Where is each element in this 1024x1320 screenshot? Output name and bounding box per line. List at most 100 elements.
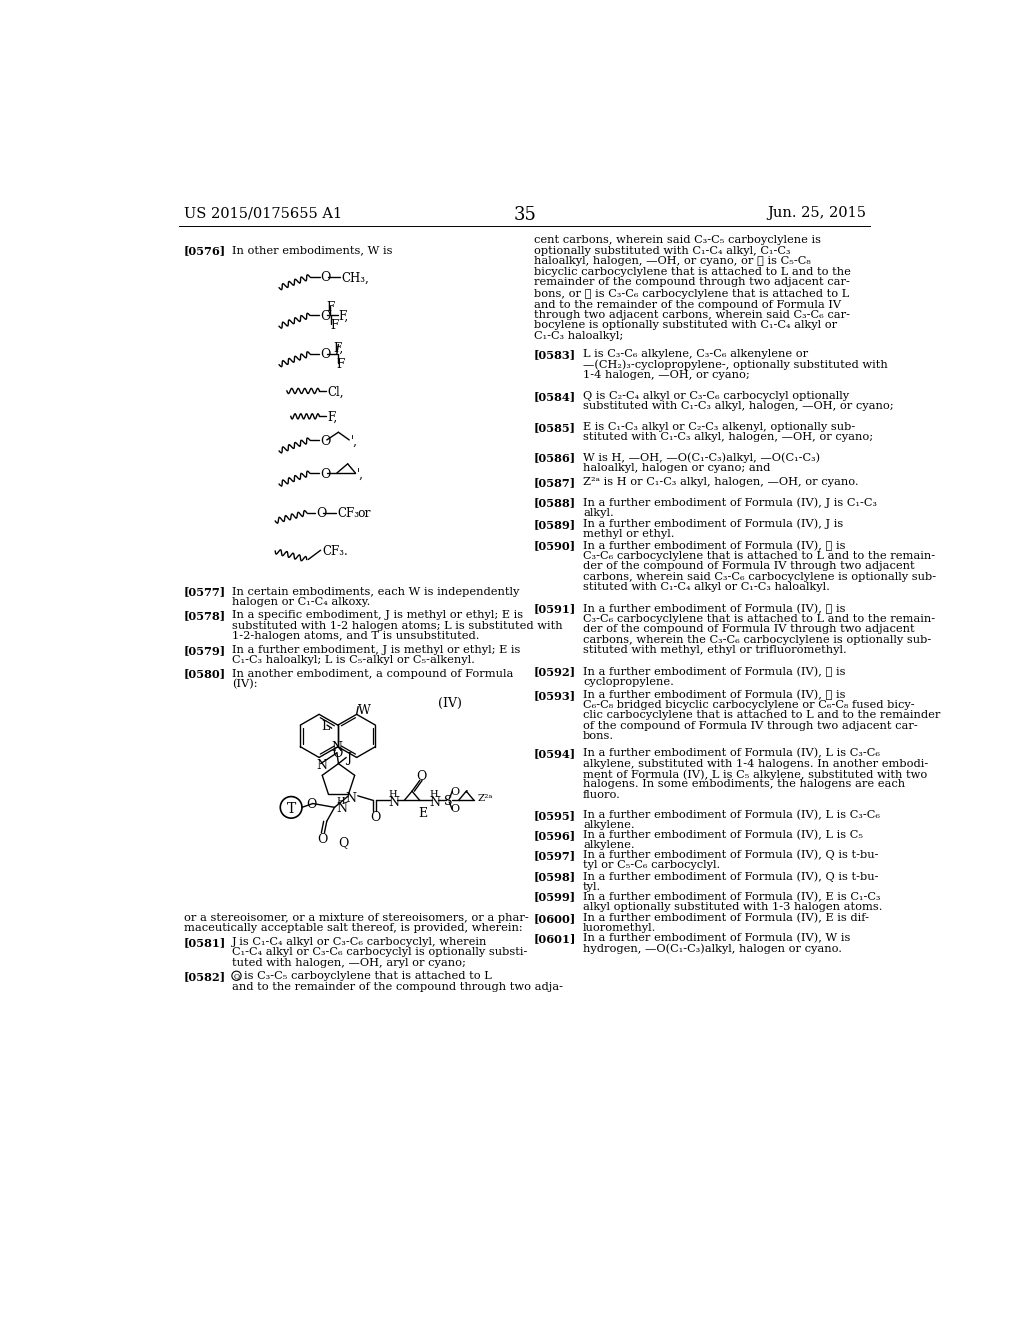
Text: Q is C₂-C₄ alkyl or C₃-C₆ carbocyclyl optionally: Q is C₂-C₄ alkyl or C₃-C₆ carbocyclyl op… (583, 391, 849, 401)
Text: J: J (346, 752, 351, 766)
Text: [0586]: [0586] (535, 453, 577, 463)
Text: alkylene.: alkylene. (583, 820, 635, 830)
Text: O: O (417, 770, 427, 783)
Text: or a stereoisomer, or a mixture of stereoisomers, or a phar-: or a stereoisomer, or a mixture of stere… (183, 913, 528, 923)
Text: ',: ', (357, 467, 364, 480)
Text: 35: 35 (513, 206, 537, 224)
Text: F: F (326, 301, 334, 314)
Text: In other embodiments, W is: In other embodiments, W is (231, 246, 392, 255)
Text: F: F (337, 358, 345, 371)
Text: In a further embodiment of Formula (IV), Ⓢ is: In a further embodiment of Formula (IV),… (583, 689, 846, 700)
Text: [0582]: [0582] (183, 972, 226, 982)
Text: halogen or C₁-C₄ alkoxy.: halogen or C₁-C₄ alkoxy. (231, 597, 371, 607)
Text: [0583]: [0583] (535, 350, 577, 360)
Text: bicyclic carbocyclylene that is attached to L and to the: bicyclic carbocyclylene that is attached… (535, 267, 851, 277)
Text: Q: Q (338, 837, 349, 850)
Text: luoromethyl.: luoromethyl. (583, 924, 656, 933)
Text: O: O (316, 507, 327, 520)
Text: and to the remainder of the compound of Formula IV: and to the remainder of the compound of … (535, 300, 842, 310)
Text: Z²ᵃ is H or C₁-C₃ alkyl, halogen, —OH, or cyano.: Z²ᵃ is H or C₁-C₃ alkyl, halogen, —OH, o… (583, 478, 858, 487)
Text: CF₃: CF₃ (338, 507, 359, 520)
Text: Q: Q (233, 972, 240, 979)
Text: In a further embodiment of Formula (IV), E is dif-: In a further embodiment of Formula (IV),… (583, 913, 869, 924)
Text: CH₃,: CH₃, (341, 272, 370, 284)
Text: alkyl.: alkyl. (583, 508, 613, 517)
Text: substituted with 1-2 halogen atoms; L is substituted with: substituted with 1-2 halogen atoms; L is… (231, 620, 562, 631)
Text: O: O (451, 804, 460, 813)
Text: [0593]: [0593] (535, 689, 577, 701)
Text: or: or (357, 507, 372, 520)
Text: T: T (287, 803, 296, 816)
Text: O: O (321, 272, 331, 284)
Text: tyl.: tyl. (583, 882, 601, 892)
Text: [0577]: [0577] (183, 586, 226, 598)
Text: alkyl optionally substituted with 1-3 halogen atoms.: alkyl optionally substituted with 1-3 ha… (583, 902, 883, 912)
Text: N: N (345, 792, 356, 805)
Text: In certain embodiments, each W is independently: In certain embodiments, each W is indepe… (231, 586, 519, 597)
Text: O: O (317, 833, 328, 846)
Text: [0579]: [0579] (183, 644, 226, 656)
Text: stituted with C₁-C₄ alkyl or C₁-C₃ haloalkyl.: stituted with C₁-C₄ alkyl or C₁-C₃ haloa… (583, 582, 829, 591)
Text: is C₃-C₅ carboyclylene that is attached to L: is C₃-C₅ carboyclylene that is attached … (245, 972, 492, 981)
Text: L: L (321, 721, 329, 734)
Text: [0599]: [0599] (535, 891, 577, 903)
Text: In a further embodiment of Formula (IV), L is C₃-C₆: In a further embodiment of Formula (IV),… (583, 810, 880, 820)
Text: N: N (429, 796, 440, 809)
Text: In a further embodiment of Formula (IV), Ⓢ is: In a further embodiment of Formula (IV),… (583, 603, 846, 614)
Text: C₁-C₄ alkyl or C₃-C₆ carbocyclyl is optionally substi-: C₁-C₄ alkyl or C₃-C₆ carbocyclyl is opti… (231, 948, 527, 957)
Text: [0600]: [0600] (535, 913, 577, 924)
Text: remainder of the compound through two adjacent car-: remainder of the compound through two ad… (535, 277, 850, 286)
Text: [0580]: [0580] (183, 668, 226, 680)
Text: tyl or C₅-C₆ carbocyclyl.: tyl or C₅-C₆ carbocyclyl. (583, 861, 720, 870)
Text: E is C₁-C₃ alkyl or C₂-C₃ alkenyl, optionally sub-: E is C₁-C₃ alkyl or C₂-C₃ alkenyl, optio… (583, 422, 855, 432)
Text: CF₃.: CF₃. (323, 545, 348, 558)
Text: N: N (336, 803, 347, 814)
Text: —(CH₂)₃-cyclopropylene-, optionally substituted with: —(CH₂)₃-cyclopropylene-, optionally subs… (583, 360, 888, 371)
Text: [0596]: [0596] (535, 830, 577, 841)
Text: In a further embodiment of Formula (IV), Ⓢ is: In a further embodiment of Formula (IV),… (583, 667, 846, 677)
Text: [0588]: [0588] (535, 498, 577, 508)
Text: US 2015/0175655 A1: US 2015/0175655 A1 (183, 206, 342, 220)
Text: stituted with methyl, ethyl or trifluoromethyl.: stituted with methyl, ethyl or trifluoro… (583, 645, 847, 655)
Text: ',: ', (351, 434, 357, 447)
Text: (IV): (IV) (438, 697, 462, 710)
Text: In a further embodiment of Formula (IV), L is C₅: In a further embodiment of Formula (IV),… (583, 830, 863, 841)
Text: W: W (358, 704, 371, 717)
Text: ,: , (465, 780, 469, 793)
Text: C₃-C₆ carbocyclylene that is attached to L and to the remain-: C₃-C₆ carbocyclylene that is attached to… (583, 614, 935, 624)
Text: In a further embodiment of Formula (IV), J is C₁-C₃: In a further embodiment of Formula (IV),… (583, 498, 877, 508)
Text: O: O (371, 812, 381, 824)
Text: F: F (330, 319, 338, 333)
Text: fluoro.: fluoro. (583, 789, 621, 800)
Text: [0592]: [0592] (535, 667, 577, 677)
Text: ment of Formula (IV), L is C₅ alkylene, substituted with two: ment of Formula (IV), L is C₅ alkylene, … (583, 770, 927, 780)
Text: substituted with C₁-C₃ alkyl, halogen, —OH, or cyano;: substituted with C₁-C₃ alkyl, halogen, —… (583, 401, 894, 412)
Text: In a specific embodiment, J is methyl or ethyl; E is: In a specific embodiment, J is methyl or… (231, 610, 523, 620)
Text: clic carbocyclylene that is attached to L and to the remainder: clic carbocyclylene that is attached to … (583, 710, 940, 721)
Text: [0578]: [0578] (183, 610, 226, 622)
Text: In a further embodiment of Formula (IV), L is C₃-C₆: In a further embodiment of Formula (IV),… (583, 748, 880, 759)
Text: In a further embodiment of Formula (IV), E is C₁-C₃: In a further embodiment of Formula (IV),… (583, 891, 881, 902)
Text: halogens. In some embodiments, the halogens are each: halogens. In some embodiments, the halog… (583, 779, 905, 789)
Text: F,: F, (338, 310, 348, 323)
Text: In a further embodiment of Formula (IV), Ⓢ is: In a further embodiment of Formula (IV),… (583, 540, 846, 550)
Text: [0591]: [0591] (535, 603, 577, 615)
Text: [0601]: [0601] (535, 933, 577, 944)
Text: O: O (319, 348, 330, 362)
Text: In a further embodiment, J is methyl or ethyl; E is: In a further embodiment, J is methyl or … (231, 644, 520, 655)
Text: cyclopropylene.: cyclopropylene. (583, 677, 674, 686)
Text: J is C₁-C₄ alkyl or C₃-C₆ carbocyclyl, wherein: J is C₁-C₄ alkyl or C₃-C₆ carbocyclyl, w… (231, 937, 487, 946)
Text: haloalkyl, halogen, —OH, or cyano, or Ⓢ is C₅-C₈: haloalkyl, halogen, —OH, or cyano, or Ⓢ … (535, 256, 811, 267)
Text: C₃-C₆ carbocyclylene that is attached to L and to the remain-: C₃-C₆ carbocyclylene that is attached to… (583, 550, 935, 561)
Text: 1-4 halogen, —OH, or cyano;: 1-4 halogen, —OH, or cyano; (583, 370, 750, 380)
Text: and to the remainder of the compound through two adja-: and to the remainder of the compound thr… (231, 982, 563, 991)
Text: E: E (418, 807, 427, 820)
Text: In a further embodiment of Formula (IV), W is: In a further embodiment of Formula (IV),… (583, 933, 850, 944)
Text: W is H, —OH, —O(C₁-C₃)alkyl, —O(C₁-C₃): W is H, —OH, —O(C₁-C₃)alkyl, —O(C₁-C₃) (583, 453, 820, 463)
Text: In a further embodiment of Formula (IV), Q is t-bu-: In a further embodiment of Formula (IV),… (583, 871, 879, 882)
Text: L is C₃-C₆ alkylene, C₃-C₆ alkenylene or: L is C₃-C₆ alkylene, C₃-C₆ alkenylene or (583, 350, 808, 359)
Text: methyl or ethyl.: methyl or ethyl. (583, 529, 675, 539)
Text: In another embodiment, a compound of Formula: In another embodiment, a compound of For… (231, 668, 513, 678)
Text: In a further embodiment of Formula (IV), J is: In a further embodiment of Formula (IV),… (583, 519, 843, 529)
Text: [0590]: [0590] (535, 540, 577, 552)
